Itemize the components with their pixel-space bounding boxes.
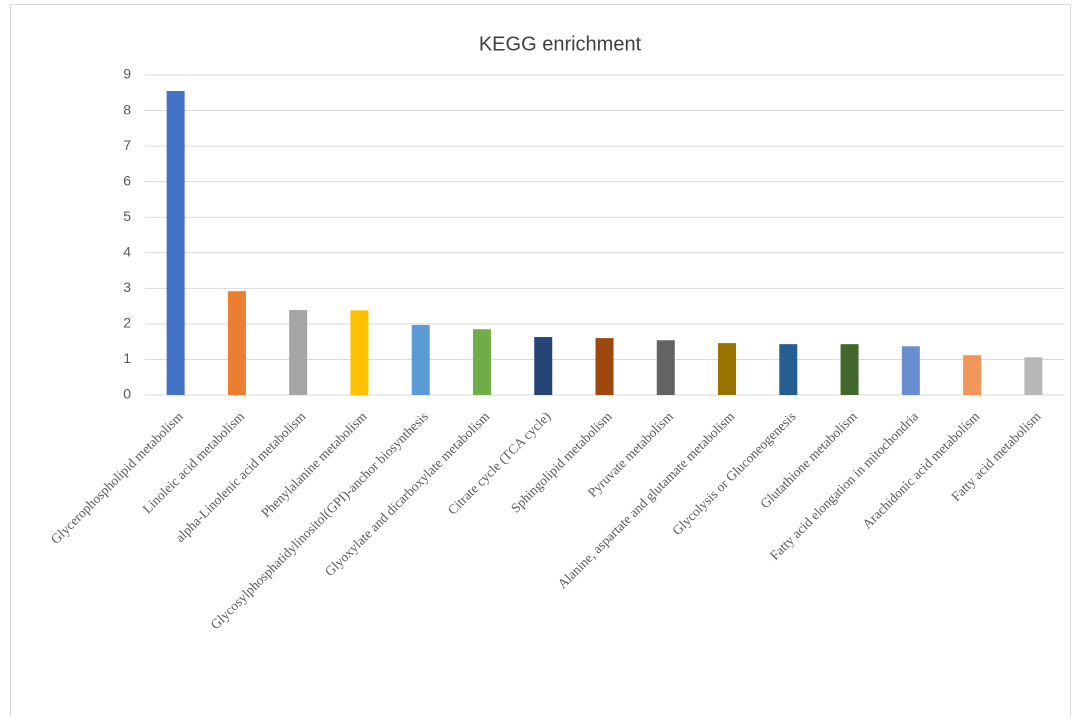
bar	[472, 329, 491, 395]
y-tick-label: 3	[123, 279, 131, 295]
bar	[718, 343, 737, 395]
chart-title: KEGG enrichment	[479, 33, 642, 55]
bar	[595, 338, 614, 395]
bar	[901, 346, 920, 395]
y-tick-label: 0	[123, 386, 131, 402]
bar	[411, 324, 430, 395]
bar	[779, 344, 798, 395]
y-tick-label: 6	[123, 172, 131, 188]
y-tick-label: 2	[123, 315, 131, 331]
bar	[963, 355, 982, 395]
bar	[840, 344, 859, 395]
bar	[227, 291, 246, 395]
bar	[350, 310, 369, 395]
bar	[166, 91, 185, 395]
bar	[1024, 357, 1043, 395]
y-tick-label: 9	[123, 66, 131, 82]
y-tick-label: 1	[123, 350, 131, 366]
y-tick-label: 4	[123, 243, 131, 259]
bar	[289, 310, 308, 395]
y-tick-label: 7	[123, 137, 131, 153]
bar	[534, 337, 553, 395]
bar	[656, 340, 675, 395]
y-tick-label: 8	[123, 101, 131, 117]
y-tick-label: 5	[123, 208, 131, 224]
